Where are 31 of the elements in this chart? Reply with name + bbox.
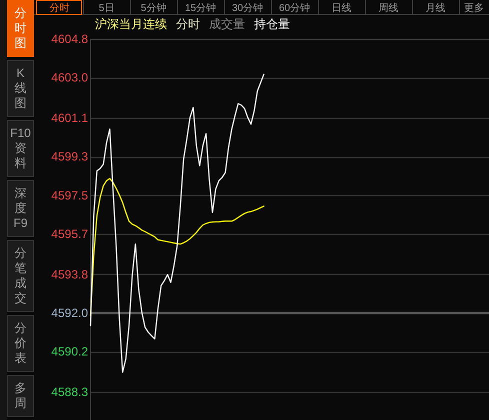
y-tick-label: 4604.8 — [51, 32, 88, 46]
tab: K线图 — [7, 60, 34, 117]
tab: 更多 — [459, 0, 484, 14]
y-tick-label: 4588.3 — [51, 385, 88, 400]
y-tick-label: 4593.8 — [51, 267, 88, 282]
tab: F10资料 — [7, 120, 34, 177]
tab: 15分钟 — [177, 0, 216, 14]
tab: 分时图 — [7, 0, 34, 57]
y-tick-label: 4597.5 — [51, 188, 88, 202]
tab: 日线 — [318, 0, 352, 14]
tab: 分笔成交 — [7, 240, 34, 312]
y-tick-label: 4595.7 — [51, 226, 88, 241]
tab: 5分钟 — [130, 0, 166, 14]
title: 沪深当月连续 — [95, 17, 167, 31]
annotation: 成交量 — [209, 17, 245, 31]
tab: 分时 — [36, 0, 82, 15]
tab: 多周 — [7, 375, 34, 417]
tab: 月线 — [412, 0, 446, 14]
tab: 60分钟 — [271, 0, 310, 14]
y-tick-label: 4599.3 — [51, 150, 88, 164]
tab: 周线 — [365, 0, 398, 14]
y-tick-label: 4601.1 — [51, 111, 88, 126]
annotation: 分时 — [176, 17, 200, 31]
tab: 分价表 — [7, 315, 34, 372]
tab: 深度F9 — [7, 180, 34, 237]
y-tick-label: 4590.2 — [51, 344, 88, 358]
annotation: 持仓量 — [254, 17, 290, 31]
tab: 30分钟 — [224, 0, 264, 14]
tab: 5日 — [83, 0, 114, 14]
y-tick-label: 4592.0 — [51, 306, 88, 320]
y-tick-label: 4603.0 — [51, 70, 88, 85]
